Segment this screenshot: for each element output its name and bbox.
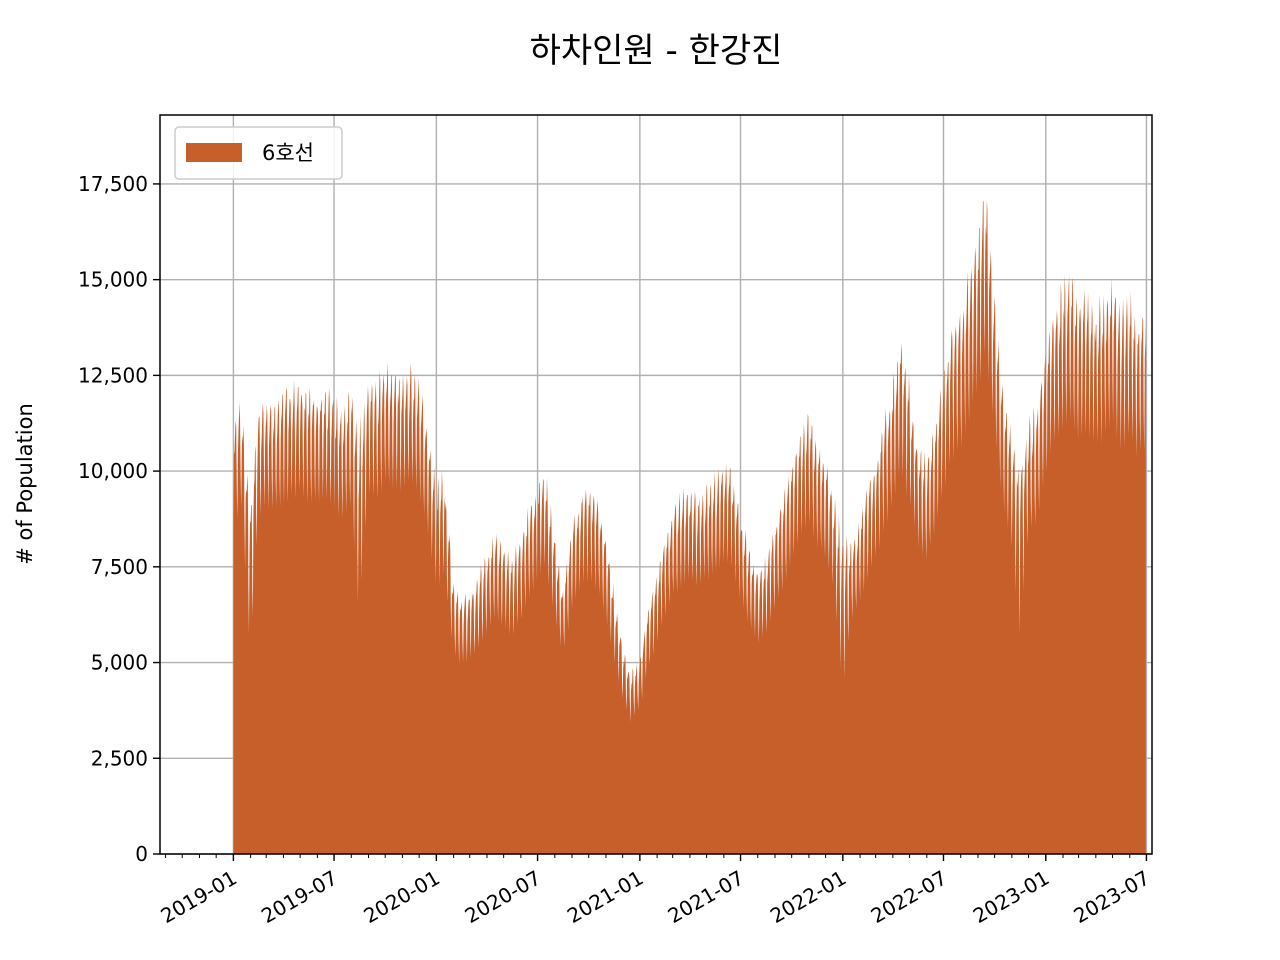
y-tick-label: 12,500 [78,363,148,387]
y-tick-label: 17,500 [78,172,148,196]
legend-label: 6호선 [262,141,314,165]
y-axis: 0 2,500 5,000 7,500 10,000 12,500 15,000 17,500 [78,172,160,866]
y-tick-label: 2,500 [91,746,148,770]
y-tick-label: 15,000 [78,268,148,292]
legend-swatch [186,143,242,162]
y-tick-label: 7,500 [91,555,148,579]
legend-box [174,126,343,180]
legend: 6호선 [174,126,343,180]
y-tick-label: 10,000 [78,459,148,483]
y-tick-label: 0 [135,842,148,866]
y-axis-label: # of Population [13,403,37,565]
series-area-6-line [233,200,1146,854]
chart-title: 하차인원 - 한강진 [530,31,783,71]
plot-frame [159,114,1153,855]
series-area [233,200,1146,854]
y-tick-label: 5,000 [91,651,148,675]
